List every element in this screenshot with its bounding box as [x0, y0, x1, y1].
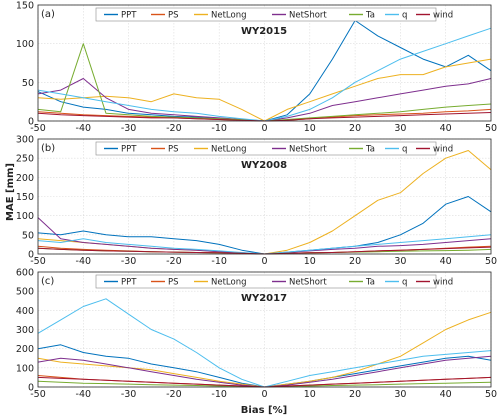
x-tick-label: 40 [440, 256, 452, 267]
panel-0: -50 -40 -30 -20 -10 0 10 20 30 40 50 0 50 100 150 (a) PP… [16, 1, 497, 135]
x-tick-label: -40 [76, 389, 92, 400]
x-tick-label: -50 [30, 256, 46, 267]
y-tick-label: 400 [16, 306, 34, 317]
y-tick-label: 100 [16, 39, 34, 50]
legend-label-netlong: NetLong [211, 145, 247, 155]
x-tick-label: 30 [394, 123, 406, 134]
y-tick-label: 0 [28, 250, 34, 261]
legend-label-ta: Ta [365, 145, 375, 155]
x-tick-label: -10 [211, 256, 227, 267]
y-tick-label: 100 [16, 363, 34, 374]
panel-1: -50 -40 -30 -20 -10 0 10 20 30 40 50 0 50 100 150 200 25… [16, 135, 497, 268]
x-tick-label: -20 [166, 123, 182, 134]
legend: PPT PS NetLong NetShort Ta q wind [95, 141, 453, 156]
y-tick-label: 300 [16, 135, 34, 146]
legend-label-ps: PS [168, 145, 179, 155]
x-tick-label: -30 [121, 123, 137, 134]
x-tick-label: -40 [76, 256, 92, 267]
y-tick-label: 250 [16, 154, 34, 165]
legend-label-netshort: NetShort [289, 11, 327, 21]
legend: PPT PS NetLong NetShort Ta q wind [95, 274, 453, 289]
x-tick-label: 0 [261, 389, 267, 400]
series-line-wind [37, 376, 492, 388]
x-tick-label: -40 [76, 123, 92, 134]
x-tick-label: 10 [304, 123, 316, 134]
x-tick-label: 20 [349, 123, 361, 134]
plot-frame [37, 4, 492, 122]
y-tick-label: 200 [16, 344, 34, 355]
x-tick-label: -20 [166, 256, 182, 267]
panel-2: -50 -40 -30 -20 -10 0 10 20 30 40 5001002003004005… [16, 268, 497, 401]
legend-label-netshort: NetShort [289, 145, 327, 155]
y-tick-label: 50 [22, 230, 34, 241]
x-tick-label: 20 [349, 256, 361, 267]
legend-label-ta: Ta [365, 278, 375, 288]
legend-box [95, 7, 437, 22]
y-axis-label: MAE [mm] [5, 163, 16, 221]
x-axis-label: Bias [%] [241, 405, 287, 416]
legend-label-ppt: PPT [121, 145, 137, 155]
legend-label-netlong: NetLong [211, 278, 247, 288]
x-tick-label: -10 [211, 123, 227, 134]
legend-label-ps: PS [168, 278, 179, 288]
panel-title: WY2017 [241, 293, 287, 304]
legend-label-netshort: NetShort [289, 278, 327, 288]
y-tick-label: 50 [22, 78, 34, 89]
y-tick-label: 100 [16, 211, 34, 222]
y-tick-label: 300 [16, 325, 34, 336]
x-tick-label: 10 [304, 389, 316, 400]
y-tick-label: 600 [16, 268, 34, 279]
legend-label-ps: PS [168, 11, 179, 21]
x-tick-label: 0 [261, 256, 267, 267]
y-tick-label: 200 [16, 173, 34, 184]
x-tick-label: 50 [485, 256, 497, 267]
x-tick-label: -30 [121, 256, 137, 267]
panel-title: WY2008 [241, 160, 287, 171]
x-tick-label: 30 [394, 389, 406, 400]
legend-label-wind: wind [433, 11, 453, 21]
plot-frame [37, 138, 492, 255]
y-tick-label: 500 [16, 287, 34, 298]
x-tick-label: 20 [349, 389, 361, 400]
plot-frame [37, 271, 492, 388]
legend-label-ppt: PPT [121, 11, 137, 21]
legend-box [95, 274, 437, 289]
x-tick-label: -20 [166, 389, 182, 400]
legend-label-ppt: PPT [121, 278, 137, 288]
legend-label-q: q [402, 145, 407, 155]
legend-label-wind: wind [433, 145, 453, 155]
legend-box [95, 141, 437, 156]
x-tick-label: 0 [261, 123, 267, 134]
x-tick-label: 50 [485, 389, 497, 400]
x-tick-label: 40 [440, 123, 452, 134]
y-tick-label: 0 [28, 117, 34, 128]
panel-label: (c) [41, 276, 54, 287]
x-tick-label: 30 [394, 256, 406, 267]
x-tick-label: -30 [121, 389, 137, 400]
legend-label-netlong: NetLong [211, 11, 247, 21]
legend: PPT PS NetLong NetShort Ta q wind [95, 7, 453, 22]
x-tick-label: -50 [30, 123, 46, 134]
x-tick-label: -50 [30, 389, 46, 400]
x-tick-label: 40 [440, 389, 452, 400]
y-tick-label: 150 [16, 1, 34, 12]
y-tick-label: 0 [28, 383, 34, 394]
legend-label-ta: Ta [365, 11, 375, 21]
legend-label-wind: wind [433, 278, 453, 288]
x-tick-label: 10 [304, 256, 316, 267]
panel-label: (a) [41, 9, 55, 20]
x-tick-label: -10 [211, 389, 227, 400]
legend-label-q: q [402, 11, 407, 21]
y-tick-label: 150 [16, 192, 34, 203]
panel-title: WY2015 [241, 26, 287, 37]
panel-label: (b) [41, 143, 55, 154]
legend-label-q: q [402, 278, 407, 288]
x-tick-label: 50 [485, 123, 497, 134]
